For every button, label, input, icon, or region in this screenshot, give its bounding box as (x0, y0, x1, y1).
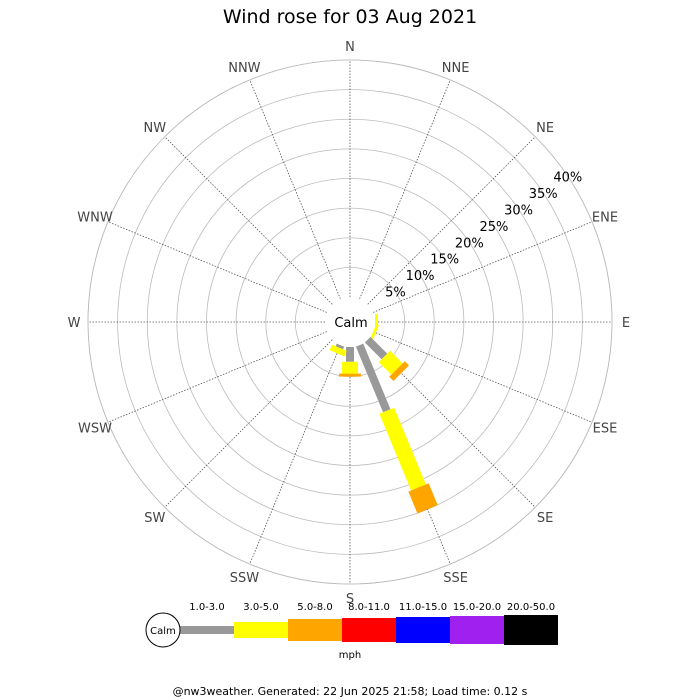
spoke-ese (372, 331, 593, 423)
spoke-sw (164, 339, 333, 508)
wind-bars (329, 314, 438, 514)
direction-label-nnw: NNW (228, 61, 260, 76)
wind-bar-sse-3-0-5-0 (379, 407, 426, 491)
grid-ring (265, 237, 435, 407)
tick-label-5: 5% (385, 286, 406, 301)
wind-bar-ssw-1-0-3-0 (335, 343, 345, 350)
spoke-ene (372, 221, 593, 313)
legend-label-1-0-3-0: 1.0-3.0 (189, 602, 224, 613)
legend-label-8-0-11-0: 8.0-11.0 (348, 602, 390, 613)
direction-label-ssw: SSW (230, 571, 260, 586)
wind-bar-ese-3-0-5-0 (370, 324, 379, 341)
wind-bar-sse-1-0-3-0 (355, 343, 391, 413)
legend-swatch-15-0-20-0 (450, 616, 504, 644)
direction-label-nw: NW (144, 121, 167, 136)
calm-label: Calm (334, 316, 367, 331)
legend-swatch-20-0-50-0 (504, 615, 558, 645)
legend-swatch-5-0-8-0 (288, 619, 342, 641)
legend-swatch-11-0-15-0 (396, 617, 450, 643)
direction-label-se: SE (537, 511, 553, 526)
calm-circle: Calm (325, 297, 375, 347)
direction-label-ese: ESE (593, 422, 618, 437)
legend-calm-label: Calm (150, 626, 176, 637)
wind-bar-se-5-0-8-0 (389, 361, 409, 381)
tick-label-10: 10% (406, 269, 435, 284)
chart-title: Wind rose for 03 Aug 2021 (222, 6, 478, 28)
calm-background (325, 297, 375, 347)
wind-bar-se-1-0-3-0 (364, 336, 388, 360)
wind-bar-ssw-3-0-5-0 (329, 344, 347, 357)
legend-calm-circle (145, 612, 181, 648)
direction-label-nne: NNE (442, 61, 470, 76)
tick-label-15: 15% (430, 253, 459, 268)
tick-label-40: 40% (553, 170, 582, 185)
tick-label-30: 30% (504, 203, 533, 218)
footer-text: @nw3weather. Generated: 22 Jun 2025 21:5… (172, 685, 528, 698)
direction-label-ne: NE (536, 121, 554, 136)
grid-ring-outer (87, 59, 613, 585)
wind-bar-sse-5-0-8-0 (408, 483, 438, 514)
tick-label-35: 35% (529, 187, 558, 202)
direction-label-wnw: WNW (77, 210, 113, 225)
direction-labels: N NNE NE ENE E ESE SE SSE S SSW SW WSW W WNW NW NNW (68, 40, 631, 607)
spoke-ssw (249, 344, 341, 565)
legend-label-15-0-20-0: 15.0-20.0 (453, 602, 501, 613)
spoke-wsw (107, 331, 328, 423)
spoke-wnw (107, 221, 328, 313)
direction-label-ene: ENE (592, 210, 618, 225)
legend-unit-label: mph (339, 650, 361, 661)
wind-bar-se-3-0-5-0 (378, 350, 403, 375)
direction-label-s: S (346, 592, 354, 607)
direction-label-sse: SSE (443, 571, 468, 586)
direction-label-sw: SW (144, 511, 165, 526)
spoke-nw (164, 136, 333, 305)
spoke-nnw (249, 79, 341, 300)
tick-label-20: 20% (455, 236, 484, 251)
legend-label-3-0-5-0: 3.0-5.0 (243, 602, 278, 613)
legend-label-5-0-8-0: 5.0-8.0 (297, 602, 332, 613)
tick-label-25: 25% (479, 220, 508, 235)
legend-label-11-0-15-0: 11.0-15.0 (399, 602, 447, 613)
legend-swatch-8-0-11-0 (342, 618, 396, 642)
direction-label-wsw: WSW (78, 422, 112, 437)
speed-legend: 1.0-3.0 3.0-5.0 5.0-8.0 8.0-11.0 11.0-15.0 15… (145, 602, 558, 661)
radial-tick-labels: 5%10%15% 20%25% 30%35% 40% (385, 170, 582, 300)
legend-label-20-0-50-0: 20.0-50.0 (507, 602, 555, 613)
direction-label-w: W (68, 316, 81, 331)
direction-label-e: E (622, 316, 630, 331)
legend-swatch-1-0-3-0 (180, 626, 234, 634)
spoke-ne (367, 136, 536, 305)
direction-label-n: N (345, 40, 355, 55)
grid-ring (235, 207, 465, 437)
legend-swatch-3-0-5-0 (234, 622, 288, 638)
spoke-nne (359, 79, 451, 300)
